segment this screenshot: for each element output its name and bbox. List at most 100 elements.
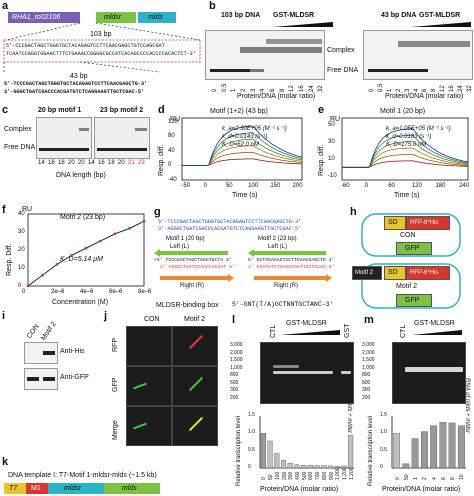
j-con-gfp [126, 366, 172, 406]
panel-c: c 20 bp motif 1 23 bp motif 2 Complex Fr… [0, 104, 150, 184]
x-tick: 60 [388, 183, 395, 189]
g-motif1-top: +5' TCCCGACTAGCTGGGTGCTA 3' [154, 258, 232, 263]
l-gel [260, 342, 354, 404]
x-tick: 1,200 [341, 467, 348, 480]
h-sd-1: SD [384, 216, 406, 230]
x-tick: 50 [225, 183, 233, 189]
x-tick: 200 [292, 183, 303, 189]
k-mldsr: mldsr [48, 483, 104, 494]
dna-103-label: 103 bp [90, 31, 112, 38]
y-tick: 10 [18, 265, 25, 271]
tick-label: 20 [78, 160, 85, 166]
i-his: Anti-His [60, 348, 85, 355]
bar [341, 465, 347, 469]
tick-label: 0.5 [378, 83, 385, 92]
j-motif: Motif 2 [184, 316, 206, 323]
panel-label: e [318, 104, 325, 116]
x-tick: 200 [281, 471, 288, 480]
size-marker: 800 [362, 372, 371, 378]
panel-label: f [2, 204, 6, 216]
data-point [99, 239, 102, 243]
panel-i: i CON Motif 2 Anti-His Anti-GFP [0, 310, 100, 410]
k-m1: M1 [26, 483, 48, 494]
bar [274, 453, 280, 469]
size-marker: 200 [362, 394, 371, 401]
g-left-1: Left (L) [170, 244, 190, 250]
c-title-1: 20 bp motif 1 [38, 107, 82, 114]
bar [301, 465, 307, 469]
c-xlabel: DNA length (bp) [56, 172, 106, 179]
bar [457, 425, 465, 469]
h-con: CON [400, 232, 416, 239]
d-ka: k_a=2.30E+05 (M⁻¹ s⁻¹) [222, 126, 287, 132]
bar [448, 422, 456, 469]
y-tick: 10 [328, 155, 335, 162]
bar [314, 465, 320, 469]
x-tick: 100 [248, 183, 259, 189]
f-xlabel: Concentration (M) [52, 299, 109, 306]
k-t7: T7 [4, 483, 26, 494]
size-marker: 1,000 [230, 364, 243, 371]
x-tick: 0 [394, 477, 401, 480]
panel-j: j CON Motif 2 RFP GFP Merge [100, 310, 230, 450]
m-gst-mldsr: GST-MLDSR [414, 320, 455, 327]
tick-label: 18 [108, 160, 115, 166]
g-motif1: Motif 1 (20 bp) [166, 236, 205, 242]
f-title: Motif 2 (23 bp) [60, 214, 106, 221]
panel-b: b 103 bp DNA GST-MLDSR 43 bp DNA GST-MLD… [205, 0, 474, 100]
y-tick: -10 [328, 172, 337, 179]
y-tick: 0 [18, 283, 22, 289]
g-left-2: Left (L) [268, 244, 288, 250]
x-tick: 300 [288, 471, 295, 480]
y-tick: -40 [168, 177, 177, 183]
xlabel-2: Protein/DNA (molar ratio) [385, 93, 464, 100]
complex-label: Complex [327, 47, 355, 54]
panel-label: d [158, 104, 165, 116]
data-point [26, 284, 30, 288]
c-ticks: 14 16 18 20 20 14 16 18 20 21 23 [38, 160, 148, 168]
seq-43-line1: 5'-TCCCGACTAGCTGGGTGCTACAGAGTCCTTCAACGAG… [4, 81, 148, 87]
y-tick: 80 [168, 133, 175, 140]
tick-label: 18 [58, 160, 65, 166]
x-tick: 800 [321, 471, 328, 480]
y-tick: 20 [18, 247, 25, 253]
tick-label: 8 [279, 88, 286, 92]
panel-label: i [2, 310, 6, 322]
title-43: 43 bp DNA [381, 12, 417, 19]
panel-d: d RU Motif (1+2) (43 bp) Resp. diff. k_a… [150, 104, 310, 200]
x-tick: 8e–6 [138, 289, 152, 295]
size-marker: 300 [230, 387, 239, 393]
d-kd: k_d=0.0143 (s⁻¹) [222, 134, 268, 140]
j-motif-gfp [172, 366, 218, 406]
g-box-label: MLDSR-binding box [156, 302, 219, 309]
gel-c2 [94, 117, 150, 159]
bar [420, 431, 428, 469]
m-xlabel: Protein/DNA (molar ratio) [382, 486, 461, 493]
panel-label: a [2, 0, 9, 12]
tick-label: 6 [422, 88, 429, 92]
size-marker: 3,000 [362, 342, 375, 348]
protein-label-1: GST-MLDSR [273, 12, 315, 19]
x-tick: 120 [411, 183, 422, 189]
panel-label: l [232, 314, 236, 326]
x-tick: 10 [459, 474, 466, 480]
x-tick: 600 [308, 471, 315, 480]
gradient-wedge-1 [273, 22, 333, 27]
fit-curve [182, 125, 303, 166]
tick-label: 16 [98, 160, 105, 166]
e-kd: k_d=0.0183 (s⁻¹) [386, 134, 432, 140]
c-complex-label: Complex [4, 126, 32, 133]
tick-label: 3 [404, 88, 411, 92]
bar [430, 425, 438, 469]
ru-label: RU [170, 116, 181, 123]
size-marker: 800 [230, 372, 239, 378]
sensorgram-d [181, 117, 303, 181]
l-barchart [259, 416, 354, 469]
panel-l: l CTL GST-MLDSR GST RNA of mlds + mldsr … [230, 314, 362, 496]
e-title: Motif 1 (20 bp) [380, 108, 426, 115]
data-point [55, 263, 59, 266]
size-marker: 2,000 [362, 349, 375, 356]
tick-label: 21 [128, 160, 135, 166]
x-tick: 0 [364, 183, 368, 189]
size-marker: 3,000 [230, 342, 243, 348]
